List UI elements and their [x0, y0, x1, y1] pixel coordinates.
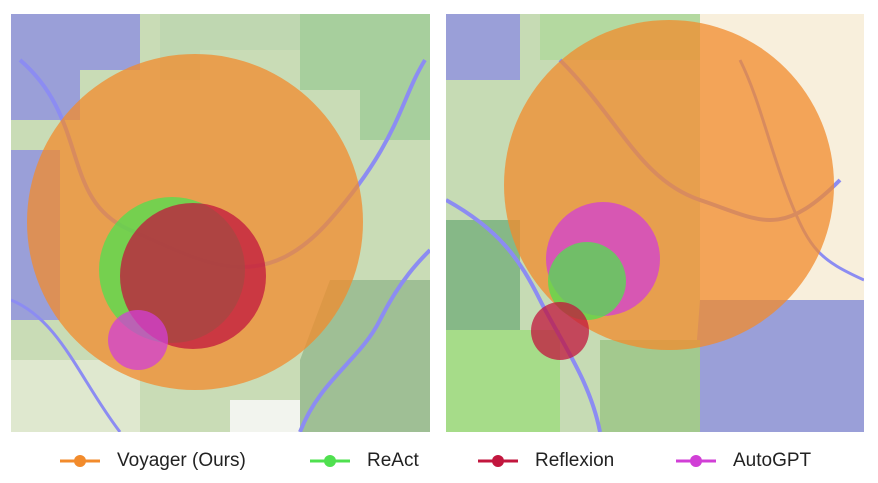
legend-dot [74, 455, 86, 467]
coverage-circle [531, 302, 589, 360]
legend-dot [324, 455, 336, 467]
coverage-circle [548, 242, 626, 320]
legend-label: Voyager (Ours) [117, 450, 246, 471]
coverage-circle [108, 310, 168, 370]
legend-dot [690, 455, 702, 467]
legend-label: AutoGPT [733, 450, 812, 471]
legend-label: ReAct [367, 450, 419, 471]
legend-dot [492, 455, 504, 467]
legend-label: Reflexion [535, 450, 614, 471]
coverage-circle [120, 203, 266, 349]
